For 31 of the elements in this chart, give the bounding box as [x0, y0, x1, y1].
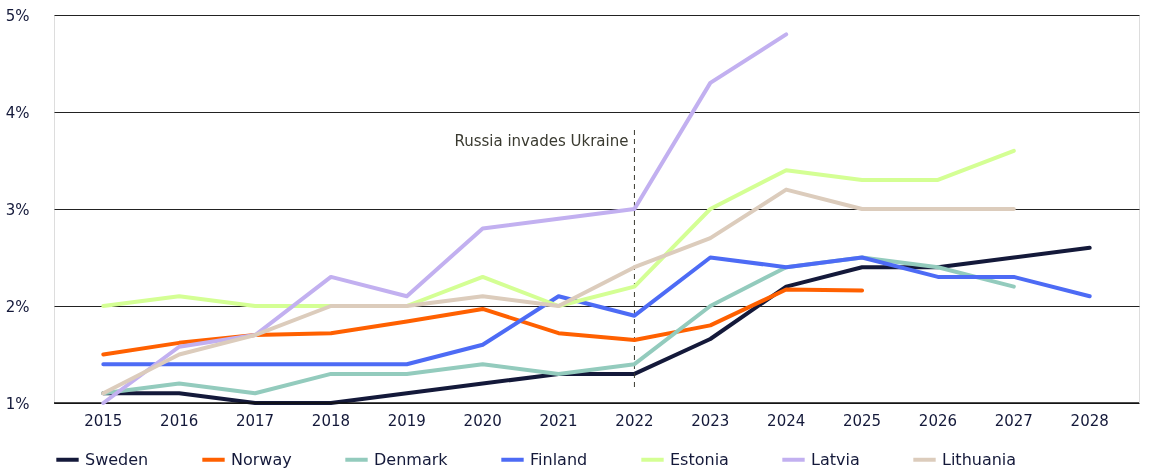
y-tick-label: 3% [5, 200, 30, 219]
ref-line-label: Russia invades Ukraine [454, 132, 629, 150]
x-tick-label: 2027 [994, 411, 1033, 430]
y-tick-label: 1% [5, 394, 30, 413]
legend-label: Norway [231, 449, 292, 469]
y-tick-label: 4% [5, 103, 30, 122]
x-tick-label: 2018 [311, 411, 351, 430]
x-tick-label: 2024 [767, 411, 806, 430]
y-tick-label: 2% [5, 297, 30, 316]
legend-label: Lithuania [942, 449, 1017, 469]
line-series [101, 287, 865, 357]
x-tick-label: 2022 [615, 411, 654, 430]
line-series [101, 255, 1092, 367]
legend-label: Finland [530, 449, 588, 469]
x-tick-label: 2020 [463, 411, 502, 430]
line-series [101, 32, 789, 405]
y-tick-label: 5% [5, 6, 30, 25]
line-series [101, 187, 1016, 396]
legend-label: Denmark [374, 449, 449, 469]
x-tick-label: 2025 [842, 411, 882, 430]
x-tick-label: 2026 [918, 411, 958, 430]
x-tick-label: 2023 [691, 411, 730, 430]
legend-label: Sweden [85, 449, 149, 469]
legend-label: Latvia [811, 449, 860, 469]
x-tick-label: 2015 [84, 411, 123, 430]
x-tick-label: 2017 [235, 411, 275, 430]
x-tick-label: 2021 [539, 411, 578, 430]
x-tick-label: 2019 [387, 411, 426, 430]
x-tick-label: 2028 [1070, 411, 1109, 430]
x-tick-label: 2016 [160, 411, 199, 430]
legend-label: Estonia [670, 449, 729, 469]
